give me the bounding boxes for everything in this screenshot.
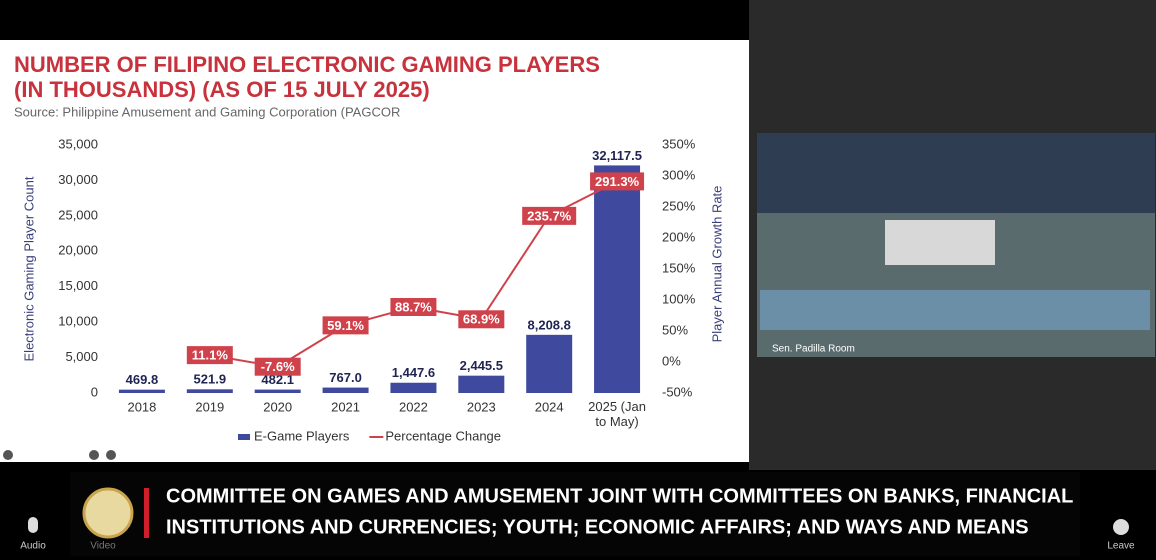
bar xyxy=(526,334,573,393)
bar-value-label: 2,445.5 xyxy=(460,358,503,373)
control-icon[interactable] xyxy=(89,450,99,460)
bar xyxy=(118,389,165,393)
y2-tick-label: 200% xyxy=(662,229,696,244)
y2-tick-label: 100% xyxy=(662,291,696,306)
y2-tick-label: 300% xyxy=(662,167,696,182)
bar-value-label: 482.1 xyxy=(261,372,294,387)
banner-accent xyxy=(144,488,149,538)
y2-tick-label: 150% xyxy=(662,260,696,275)
bar xyxy=(390,382,437,393)
line-label-box xyxy=(522,206,577,225)
banner-text: COMMITTEE ON GAMES AND AMUSEMENT JOINT W… xyxy=(166,485,1073,507)
x-tick-label: 2024 xyxy=(535,399,564,414)
y-tick-label: 25,000 xyxy=(58,207,98,222)
toolbar-label[interactable]: Audio xyxy=(20,541,46,552)
line-value-label: 59.1% xyxy=(327,318,364,333)
banner xyxy=(70,472,1080,556)
line-label-box xyxy=(322,316,369,335)
toolbar-label[interactable]: Video xyxy=(90,541,116,552)
x-tick-label: 2022 xyxy=(399,399,428,414)
x-tick-label: 2020 xyxy=(263,399,292,414)
y2-tick-label: 250% xyxy=(662,198,696,213)
bar-value-label: 1,447.6 xyxy=(392,365,435,380)
video-backdrop xyxy=(757,133,1155,213)
x-tick-label: 2025 (Jan to May) xyxy=(588,399,646,429)
video-floor xyxy=(760,290,1150,330)
line-value-label: 88.7% xyxy=(395,299,432,314)
line-value-label: -7.6% xyxy=(261,359,295,374)
y2-tick-label: 50% xyxy=(662,322,688,337)
leave-icon[interactable] xyxy=(1113,519,1129,535)
y-tick-label: 10,000 xyxy=(58,314,98,329)
y-axis-title: Electronic Gaming Player Count xyxy=(21,176,36,361)
x-tick-label: 2019 xyxy=(195,399,224,414)
line-label-box xyxy=(186,346,233,365)
bar xyxy=(254,389,301,393)
slide-source: Source: Philippine Amusement and Gaming … xyxy=(14,104,400,119)
line-value-label: 11.1% xyxy=(192,348,229,363)
control-icon[interactable] xyxy=(106,450,116,460)
bar xyxy=(186,389,233,393)
legend-label: Percentage Change xyxy=(385,428,501,443)
y-tick-label: 15,000 xyxy=(58,278,98,293)
senate-seal xyxy=(82,487,134,539)
x-tick-label: 2021 xyxy=(331,399,360,414)
control-icon[interactable] xyxy=(3,450,13,460)
y-tick-label: 35,000 xyxy=(58,136,98,151)
mic-icon[interactable] xyxy=(28,517,38,533)
slide-title: (IN THOUSANDS) (AS OF 15 JULY 2025) xyxy=(14,77,430,102)
y-tick-label: 0 xyxy=(91,384,98,399)
y2-tick-label: 350% xyxy=(662,136,696,151)
x-tick-label: 2018 xyxy=(127,399,156,414)
room-label: Sen. Padilla Room xyxy=(772,344,855,355)
bar xyxy=(322,387,369,393)
legend-label: E-Game Players xyxy=(254,428,350,443)
line-value-label: 235.7% xyxy=(527,208,572,223)
bar-value-label: 469.8 xyxy=(126,372,159,387)
x-tick-label: 2023 xyxy=(467,399,496,414)
bar-value-label: 8,208.8 xyxy=(528,317,571,332)
bar-value-label: 32,117.5 xyxy=(592,148,642,163)
y-tick-label: 5,000 xyxy=(65,349,98,364)
y2-tick-label: 0% xyxy=(662,353,681,368)
toolbar-label[interactable]: Leave xyxy=(1107,541,1135,552)
y-tick-label: 20,000 xyxy=(58,243,98,258)
video-table xyxy=(885,220,995,265)
legend-swatch xyxy=(238,434,250,440)
line-label-box xyxy=(590,172,645,191)
slide-controls xyxy=(3,450,116,460)
bar-value-label: 521.9 xyxy=(194,372,227,387)
y2-tick-label: -50% xyxy=(662,384,693,399)
line-label-box xyxy=(458,310,505,329)
y-tick-label: 30,000 xyxy=(58,172,98,187)
bar xyxy=(458,375,505,393)
line-value-label: 68.9% xyxy=(463,312,500,327)
line-label-box xyxy=(254,357,301,376)
line-label-box xyxy=(390,298,437,317)
line-value-label: 291.3% xyxy=(595,174,640,189)
slide-title: NUMBER OF FILIPINO ELECTRONIC GAMING PLA… xyxy=(14,52,600,77)
y2-axis-title: Player Annual Growth Rate xyxy=(709,186,724,343)
bar xyxy=(594,165,641,393)
bar-value-label: 767.0 xyxy=(329,370,362,385)
banner-text: INSTITUTIONS AND CURRENCIES; YOUTH; ECON… xyxy=(166,516,1029,538)
